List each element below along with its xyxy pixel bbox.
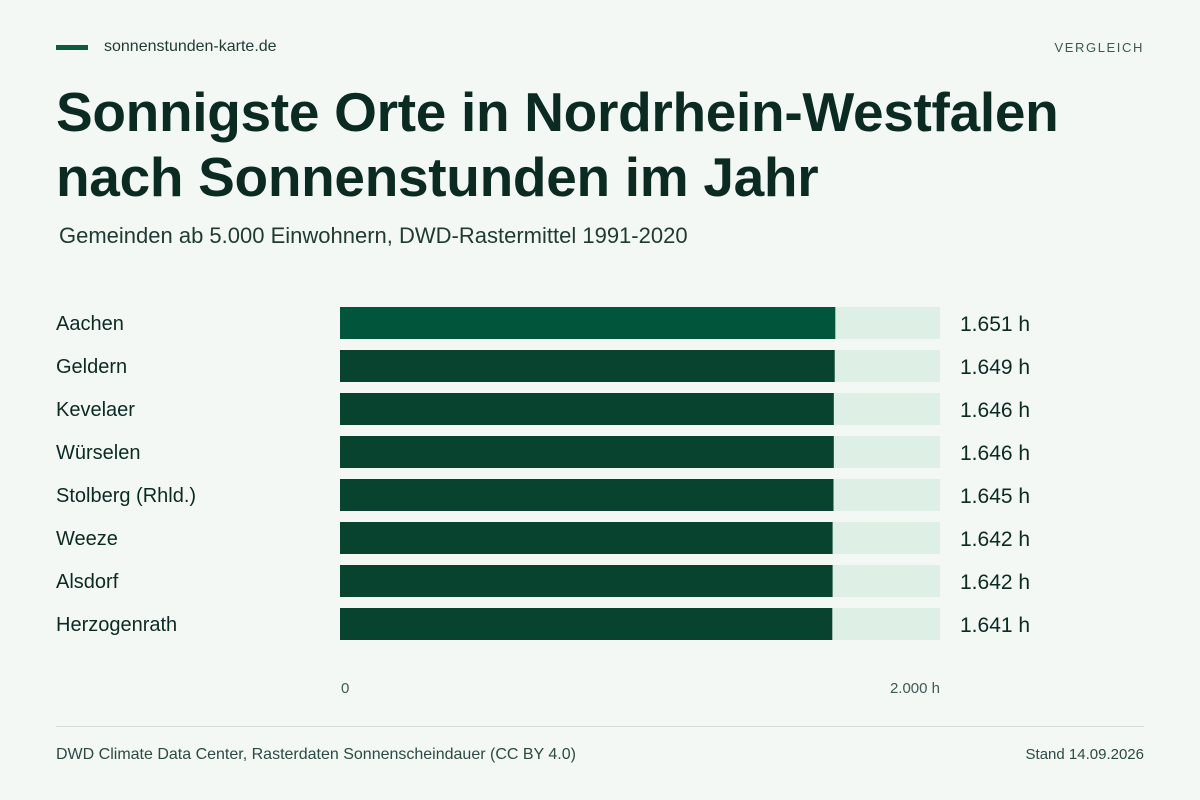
bar[interactable] bbox=[340, 436, 834, 468]
bar[interactable] bbox=[340, 565, 833, 597]
value-label: 1.642 h bbox=[960, 528, 1030, 551]
bar[interactable] bbox=[340, 522, 833, 554]
title-line-2: nach Sonnenstunden im Jahr bbox=[56, 146, 819, 208]
value-label: 1.642 h bbox=[960, 571, 1030, 594]
chart-title: Sonnigste Orte in Nordrhein-Westfalen na… bbox=[56, 80, 1156, 210]
bar[interactable] bbox=[340, 307, 836, 339]
value-label: 1.645 h bbox=[960, 485, 1030, 508]
title-line-1: Sonnigste Orte in Nordrhein-Westfalen bbox=[56, 81, 1059, 143]
top-bar: sonnenstunden-karte.de VERGLEICH bbox=[56, 38, 1144, 58]
category-label: Würselen bbox=[56, 442, 140, 464]
value-label: 1.646 h bbox=[960, 399, 1030, 422]
bar[interactable] bbox=[340, 608, 833, 640]
bar[interactable] bbox=[340, 479, 834, 511]
category-label: Aachen bbox=[56, 313, 124, 335]
category-label: Weeze bbox=[56, 528, 118, 550]
date-stamp: Stand 14.09.2026 bbox=[1025, 746, 1144, 763]
category-label: Stolberg (Rhld.) bbox=[56, 485, 196, 507]
value-label: 1.646 h bbox=[960, 442, 1030, 465]
chart-subtitle: Gemeinden ab 5.000 Einwohnern, DWD-Raste… bbox=[59, 223, 688, 248]
bar[interactable] bbox=[340, 350, 835, 382]
category-tag: VERGLEICH bbox=[1054, 40, 1144, 55]
value-label: 1.641 h bbox=[960, 614, 1030, 637]
brand-link[interactable]: sonnenstunden-karte.de bbox=[104, 38, 277, 55]
x-tick-label: 2.000 h bbox=[890, 680, 940, 697]
source-note: DWD Climate Data Center, Rasterdaten Son… bbox=[56, 746, 576, 763]
category-label: Kevelaer bbox=[56, 399, 135, 421]
value-label: 1.649 h bbox=[960, 356, 1030, 379]
bar[interactable] bbox=[340, 393, 834, 425]
category-label: Herzogenrath bbox=[56, 614, 177, 636]
brand-mark bbox=[56, 45, 88, 50]
value-label: 1.651 h bbox=[960, 313, 1030, 336]
footer-divider bbox=[56, 726, 1144, 727]
category-label: Geldern bbox=[56, 356, 127, 378]
category-label: Alsdorf bbox=[56, 571, 119, 593]
x-tick-label: 0 bbox=[341, 680, 349, 697]
